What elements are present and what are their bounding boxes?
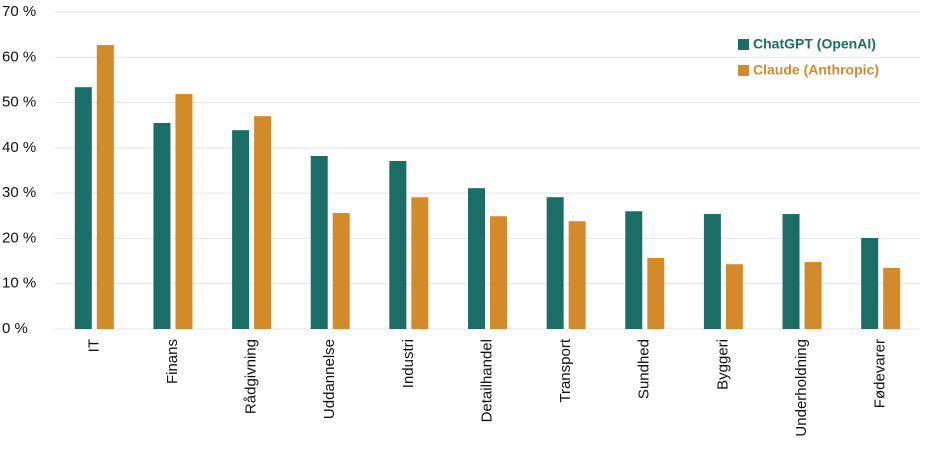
y-tick-label: 0 %: [2, 320, 28, 337]
bar: [74, 87, 92, 329]
y-tick-label: 20 %: [2, 229, 36, 246]
legend-label: ChatGPT (OpenAI): [753, 36, 876, 52]
x-tick-label: Transport: [557, 338, 574, 402]
bar: [625, 211, 643, 329]
x-tick-label: Finans: [164, 339, 181, 384]
x-tick-label: Underholdning: [793, 339, 810, 437]
bar: [310, 156, 328, 329]
bar: [546, 197, 564, 329]
bar: [468, 188, 485, 329]
bar: [232, 130, 250, 329]
y-tick-label: 50 %: [2, 94, 36, 111]
bar: [175, 93, 193, 330]
bar: [96, 45, 114, 330]
bar: [389, 160, 407, 329]
bar: [883, 267, 901, 329]
x-tick-label: Sundhed: [636, 339, 653, 399]
bar: [411, 197, 429, 329]
bar: [782, 213, 800, 329]
x-tick-label: Fødevarer: [872, 339, 889, 408]
bar: [703, 213, 721, 329]
y-tick-label: 40 %: [2, 139, 36, 156]
x-tick-label: IT: [85, 339, 102, 352]
bar: [490, 216, 507, 329]
bar: [725, 264, 743, 329]
legend-swatch: [738, 39, 749, 50]
bar: [254, 116, 272, 330]
x-tick-label: Industri: [400, 339, 417, 388]
y-tick-label: 60 %: [2, 48, 36, 65]
bar: [861, 237, 879, 329]
y-tick-label: 10 %: [2, 275, 36, 292]
bar: [647, 257, 665, 329]
x-tick-label: Detailhandel: [478, 339, 495, 422]
x-tick-label: Uddannelse: [321, 339, 338, 419]
legend-label: Claude (Anthropic): [753, 62, 879, 78]
legend-swatch: [738, 65, 749, 76]
x-tick-label: Byggeri: [714, 339, 731, 390]
bar: [804, 261, 822, 329]
y-tick-label: 70 %: [2, 3, 36, 20]
bar: [153, 122, 171, 329]
bar: [568, 221, 586, 329]
x-tick-label: Rådgivning: [243, 339, 260, 414]
y-tick-label: 30 %: [2, 184, 36, 201]
bar: [332, 213, 350, 329]
